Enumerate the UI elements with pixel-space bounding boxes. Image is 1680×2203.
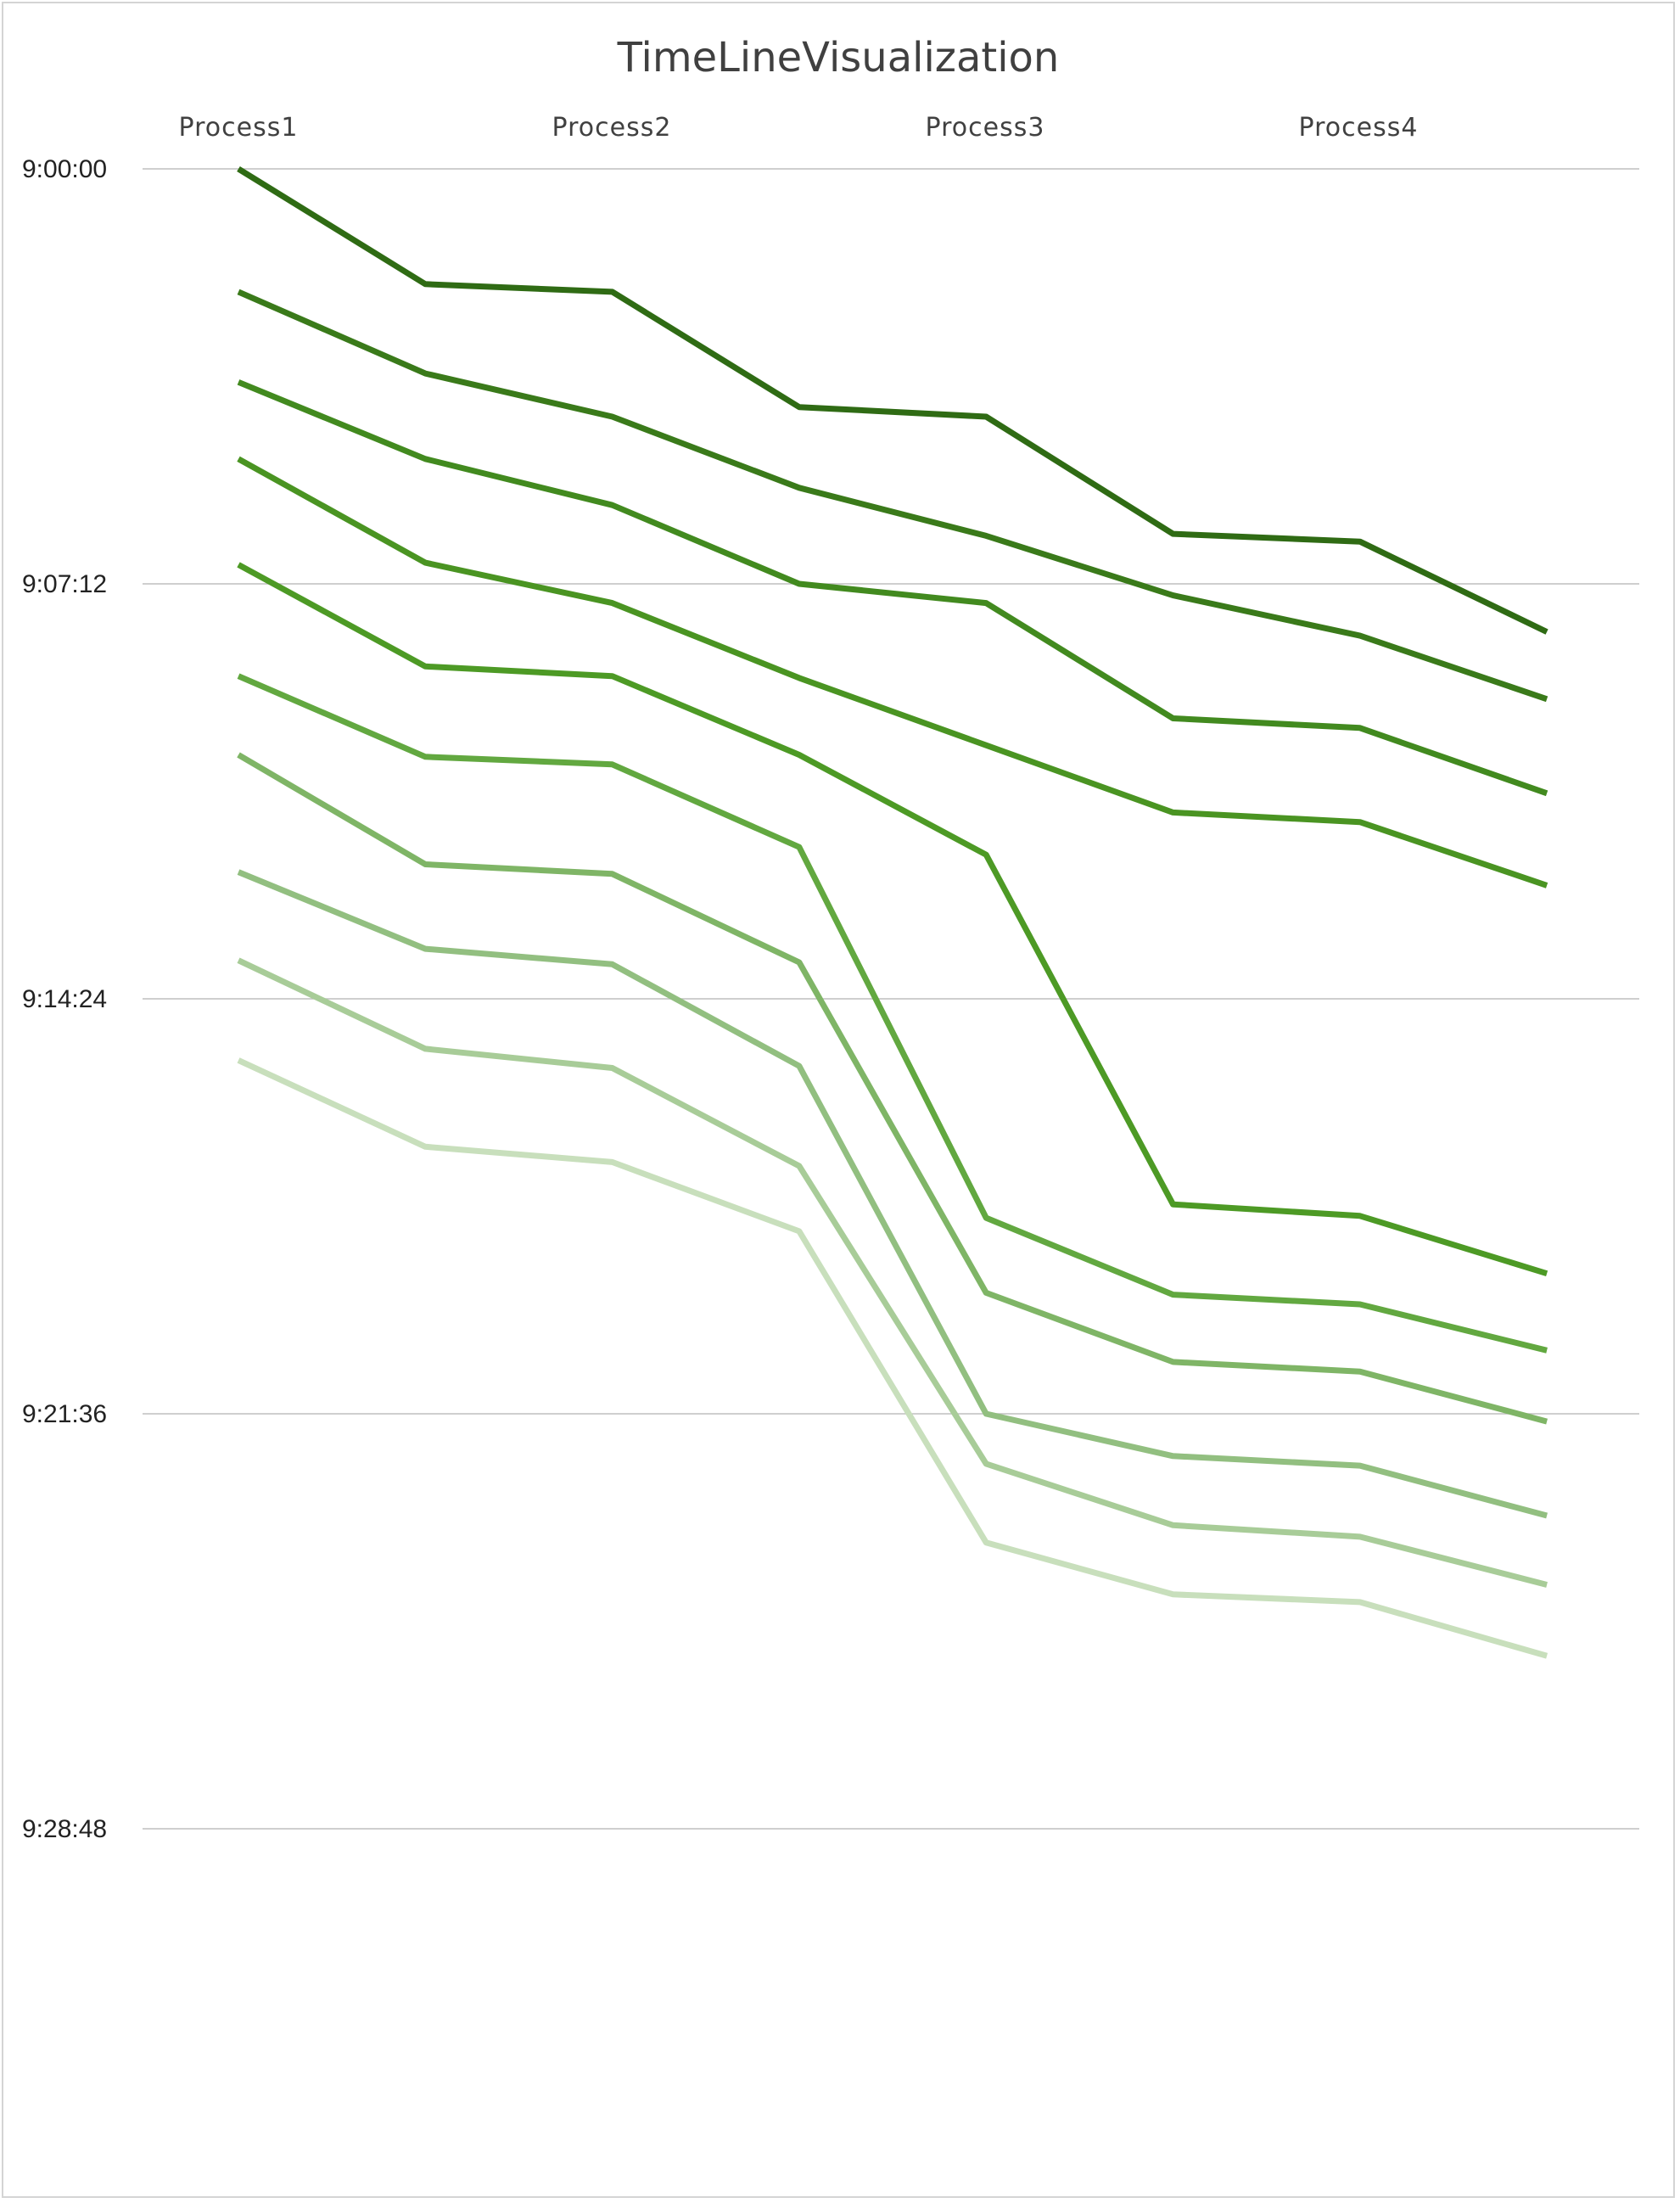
series-line [237,957,1548,1588]
y-tick-label: 9:14:24 [22,985,107,1013]
series-line [237,673,1548,1354]
series-line [237,456,1548,888]
y-axis-tick-labels: 9:00:00 9:07:12 9:14:24 9:21:36 9:28:48 [22,155,107,1843]
chart-title: TimeLineVisualization [617,34,1060,81]
y-tick-label: 9:21:36 [22,1400,107,1428]
column-labels: Process1 Process2 Process3 Process4 [179,113,1419,143]
column-label: Process4 [1299,113,1419,143]
y-tick-label: 9:07:12 [22,570,107,598]
series-line [237,289,1548,703]
gridlines [143,168,1639,1830]
y-tick-label: 9:28:48 [22,1815,107,1843]
series-line [237,166,1548,635]
column-label: Process3 [926,113,1045,143]
series-lines [237,166,1548,1659]
series-line [237,379,1548,797]
series-line [237,1057,1548,1659]
column-label: Process1 [179,113,299,143]
column-label: Process2 [552,113,672,143]
series-line [237,562,1548,1277]
series-line [237,869,1548,1519]
series-line [237,752,1548,1425]
y-tick-label: 9:00:00 [22,155,107,183]
